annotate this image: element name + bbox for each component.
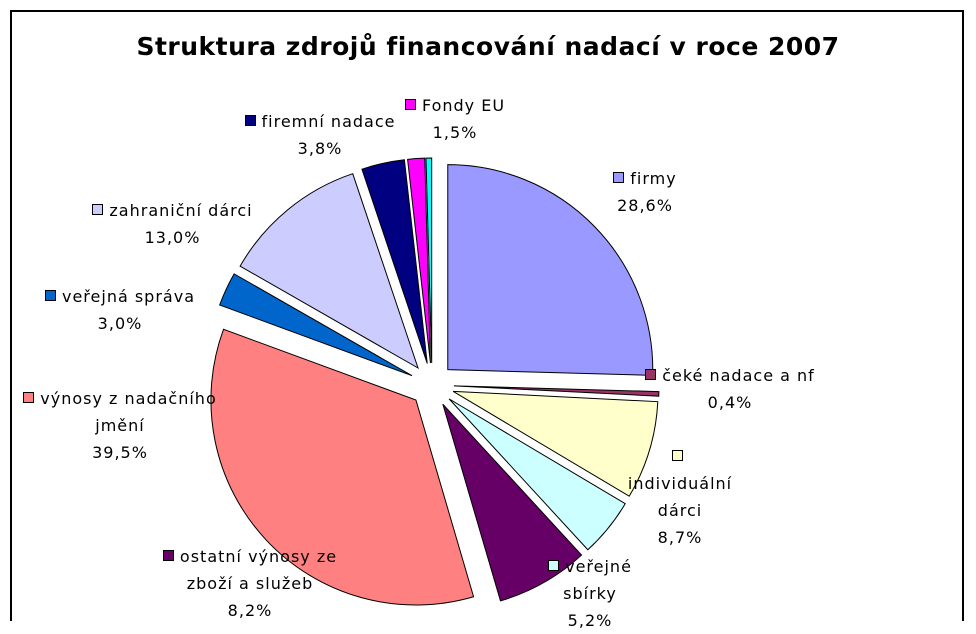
pie-slice <box>239 173 419 370</box>
slice-value: 8,2% <box>227 601 273 620</box>
pie-slice <box>407 157 431 364</box>
slice-name: individuální dárci <box>627 474 733 520</box>
slice-label: firemní nadace 3,8% <box>230 108 410 162</box>
legend-key <box>404 99 416 110</box>
legend-key <box>244 115 256 126</box>
pie <box>210 157 660 606</box>
slice-label: Fondy EU 1,5% <box>395 92 515 146</box>
slice-value: 3,8% <box>297 139 343 158</box>
slice-name: firemní nadace <box>261 112 396 131</box>
pie-slice <box>448 398 626 551</box>
legend-key <box>613 172 625 183</box>
slice-value: 3,0% <box>97 314 143 333</box>
slice-value: 13,0% <box>144 228 201 247</box>
slice-value: 0,4% <box>707 393 753 412</box>
chart-title: Struktura zdrojů financování nadací v ro… <box>136 32 840 61</box>
slice-label: zahraniční dárci 13,0% <box>80 197 265 251</box>
slice-label: čeké nadace a nf 0,4% <box>640 362 820 416</box>
legend-key <box>23 392 35 403</box>
slice-name: čeké nadace a nf <box>662 366 815 385</box>
pie-slice <box>442 403 583 602</box>
slice-value: 1,5% <box>432 123 478 142</box>
slice-name: ostatní výnosy ze zboží a služeb <box>179 547 338 593</box>
legend-key <box>92 204 104 215</box>
legend-key <box>671 450 683 461</box>
pie-slice <box>447 164 654 376</box>
pie-slice <box>210 328 475 606</box>
slice-name: veřejná správa <box>61 287 195 306</box>
pie-slice <box>452 390 659 497</box>
slice-label: ostatní výnosy ze zboží a služeb 8,2% <box>150 543 350 624</box>
pie-slice <box>425 157 433 364</box>
slice-label: veřejná správa 3,0% <box>30 283 210 337</box>
slice-label: individuální dárci 8,7% <box>620 443 740 551</box>
legend-key <box>548 560 560 571</box>
slice-value: 8,7% <box>657 528 703 547</box>
slice-value: 39,5% <box>92 443 148 462</box>
slice-name: Fondy EU <box>421 96 506 115</box>
pie-slice <box>361 159 428 364</box>
chart-frame <box>10 10 964 621</box>
slice-name: zahraniční dárci <box>109 201 253 220</box>
pie-slice <box>453 385 660 397</box>
slice-label: výnosy z nadačního jmění 39,5% <box>20 385 220 466</box>
slice-name: veřejné sbírky <box>563 557 632 603</box>
page: {"chart_data": {"type": "pie", "title": … <box>10 10 964 630</box>
slice-name: firmy <box>630 169 677 188</box>
slice-value: 28,6% <box>617 196 673 215</box>
slice-label: firmy 28,6% <box>580 165 710 219</box>
slice-name: výnosy z nadačního jmění <box>40 389 217 435</box>
slice-label: veřejné sbírky 5,2% <box>520 553 660 634</box>
legend-key <box>162 550 174 561</box>
pie-slice <box>218 273 413 377</box>
legend-key <box>645 369 657 380</box>
legend-key <box>44 290 56 301</box>
